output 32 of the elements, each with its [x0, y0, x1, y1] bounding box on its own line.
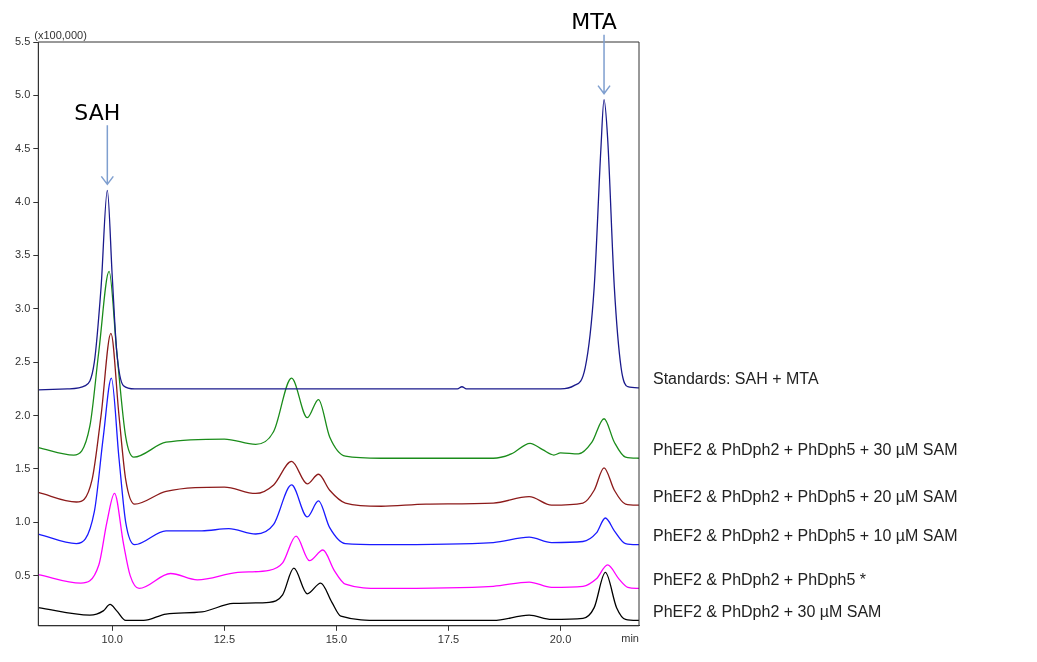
y-tick-label: 5.0: [14, 88, 31, 101]
y-tick-label: 1.0: [14, 515, 31, 528]
series-label: PhEF2 & PhDph2 + PhDph5 + 20 µM SAM: [653, 487, 958, 505]
line-series: [38, 492, 639, 590]
x-tick-label: 17.5: [437, 633, 460, 646]
y-tick-label: 3.5: [14, 248, 31, 261]
annotation: SAH: [74, 100, 121, 126]
y-tick-label: 2.5: [14, 355, 31, 368]
x-tick-label: 15.0: [325, 633, 348, 646]
y-tick-label: 2.0: [14, 408, 31, 421]
annotation: MTA: [571, 9, 617, 35]
x-tick-label: 12.5: [213, 633, 236, 646]
y-tick-label: 1.5: [14, 461, 31, 474]
line-series: [38, 332, 639, 507]
y-tick-label: 5.5: [14, 35, 31, 48]
line-series: [38, 98, 639, 391]
y-tick-label: 0.5: [14, 568, 31, 581]
x-tick-label: 20.0: [549, 633, 572, 646]
line-series: [38, 270, 639, 459]
x-axis-title: min: [621, 632, 639, 645]
line-series: [38, 377, 639, 546]
y-tick-label: 4.0: [14, 195, 31, 208]
line-series: [38, 567, 639, 622]
series-label: PhEF2 & PhDph2 + 30 µM SAM: [653, 602, 882, 620]
y-tick-label: 3.0: [14, 301, 31, 314]
series-label: PhEF2 & PhDph2 + PhDph5 *: [653, 570, 867, 588]
series-label: PhEF2 & PhDph2 + PhDph5 + 10 µM SAM: [653, 527, 958, 545]
series-label: Standards: SAH + MTA: [653, 370, 819, 388]
y-tick-label: 4.5: [14, 141, 31, 154]
x-tick-label: 10.0: [101, 633, 123, 646]
y-axis-title: (x100,000): [34, 28, 87, 41]
series-label: PhEF2 & PhDph2 + PhDph5 + 30 µM SAM: [653, 440, 958, 458]
